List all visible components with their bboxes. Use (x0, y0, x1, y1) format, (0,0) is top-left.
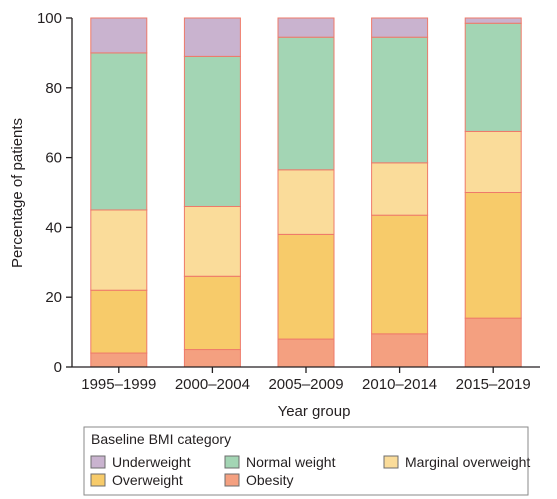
legend-label-marginal-overweight: Marginal overweight (405, 454, 530, 470)
legend-box (83, 426, 529, 496)
bar-segment-obesity-2 (183, 349, 241, 368)
bar-segment-overweight-5 (464, 192, 522, 319)
x-ticks-group: 1995–1999 2000–2004 2005–2009 2010–2014 2015… (81, 367, 531, 393)
y-ticks-group: 0 20 40 60 80 100 (37, 10, 72, 376)
bar-segment-underweight-1 (90, 17, 148, 54)
legend-items: Underweight Normal weight Marginal overwei… (90, 454, 530, 488)
bar-segment-marginal-overweight-1 (90, 209, 148, 291)
x-tick-label: 2005–2009 (268, 376, 343, 393)
bar-segment-normal-weight-3 (277, 36, 335, 171)
bar-segment-underweight-5 (464, 17, 522, 24)
legend: Baseline BMI category Underweight Normal … (83, 426, 530, 496)
y-tick-label: 80 (45, 80, 62, 97)
bar-segment-overweight-2 (183, 275, 241, 351)
bar-segment-underweight-2 (183, 17, 241, 57)
bar-segment-normal-weight-2 (183, 55, 241, 207)
bar-segment-normal-weight-5 (464, 22, 522, 132)
legend-swatch-normal-weight (224, 455, 240, 469)
bar-segment-marginal-overweight-2 (183, 205, 241, 277)
bar-segment-normal-weight-4 (371, 36, 429, 164)
bar-segment-obesity-4 (371, 333, 429, 368)
legend-label-underweight: Underweight (112, 454, 191, 470)
bar-segment-overweight-1 (90, 289, 148, 354)
y-tick-label: 0 (54, 359, 62, 376)
x-tick-label: 1995–1999 (81, 376, 156, 393)
legend-swatch-marginal-overweight (383, 455, 399, 469)
y-axis-title: Percentage of patients (9, 118, 26, 268)
bar-segment-marginal-overweight-4 (371, 162, 429, 216)
bar-segment-overweight-4 (371, 214, 429, 335)
x-axis-title: Year group (278, 403, 351, 420)
bar-segment-marginal-overweight-5 (464, 130, 522, 194)
y-tick-label: 100 (37, 10, 62, 27)
bar-segment-obesity-1 (90, 352, 148, 368)
legend-label-normal-weight: Normal weight (246, 454, 336, 470)
bars-group (90, 17, 522, 368)
x-tick-label: 2000–2004 (175, 376, 250, 393)
bar-segment-marginal-overweight-3 (277, 169, 335, 235)
bar-segment-overweight-3 (277, 233, 335, 340)
legend-label-overweight: Overweight (112, 472, 183, 488)
legend-swatch-obesity (224, 473, 240, 487)
legend-swatch-underweight (90, 455, 106, 469)
y-tick-label: 20 (45, 289, 62, 306)
y-tick-label: 60 (45, 150, 62, 167)
y-tick-label: 40 (45, 219, 62, 236)
bar-segment-obesity-5 (464, 317, 522, 368)
legend-title: Baseline BMI category (91, 431, 231, 447)
legend-swatch-overweight (90, 473, 106, 487)
x-tick-label: 2015–2019 (456, 376, 531, 393)
legend-label-obesity: Obesity (246, 472, 293, 488)
bar-segment-obesity-3 (277, 338, 335, 368)
bar-segment-normal-weight-1 (90, 52, 148, 211)
bar-segment-underweight-4 (371, 17, 429, 38)
x-tick-label: 2010–2014 (362, 376, 437, 393)
bar-segment-underweight-3 (277, 17, 335, 38)
